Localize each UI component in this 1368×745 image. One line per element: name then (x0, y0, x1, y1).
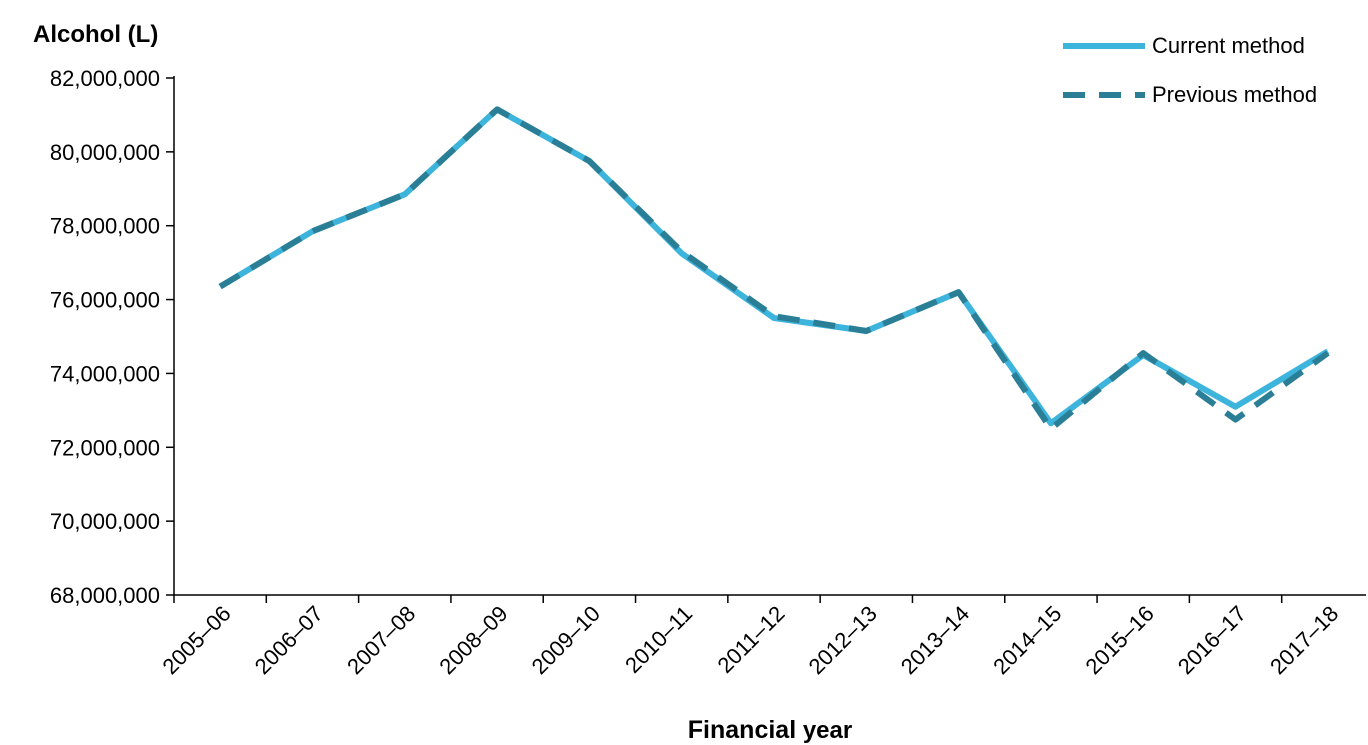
x-axis-title: Financial year (688, 716, 852, 744)
y-tick-label: 74,000,000 (50, 361, 160, 386)
y-tick-label: 80,000,000 (50, 140, 160, 165)
y-tick-label: 82,000,000 (50, 66, 160, 91)
y-tick-label: 68,000,000 (50, 583, 160, 608)
series-line-previous-method (218, 106, 1330, 432)
y-tick-label: 70,000,000 (50, 509, 160, 534)
x-axis-title-bold: Financial (688, 716, 796, 744)
x-tick-label: 2005–06 (157, 601, 235, 679)
x-tick-label: 2010–11 (620, 601, 697, 678)
legend-label-previous-method: Previous method (1152, 82, 1317, 107)
x-tick-label: 2008–09 (434, 601, 512, 679)
legend: Current method Previous method (1063, 33, 1317, 107)
x-axis-title-rest: year (796, 717, 852, 744)
y-axis: 68,000,000 70,000,000 72,000,000 74,000,000… (50, 66, 175, 608)
y-axis-title: Alcohol (L) (33, 21, 158, 48)
x-tick-label: 2013–14 (896, 601, 974, 679)
x-tick-label: 2012–13 (804, 601, 882, 679)
y-tick-label: 76,000,000 (50, 288, 160, 313)
x-tick-label: 2007–08 (342, 601, 420, 679)
y-tick-label: 72,000,000 (50, 435, 160, 460)
x-axis: 2005–06 2006–07 2007–08 2008–09 2009–10 2010–… (157, 594, 1366, 679)
x-tick-label: 2011–12 (712, 601, 789, 678)
x-tick-label: 2016–17 (1173, 601, 1251, 679)
x-tick-label: 2017–18 (1265, 601, 1343, 679)
series-layer (218, 106, 1330, 432)
x-tick-label: 2009–10 (527, 601, 605, 679)
x-tick-label: 2006–07 (250, 601, 328, 679)
y-tick-label: 78,000,000 (50, 214, 160, 239)
series-line-current-method (218, 106, 1330, 427)
x-tick-label: 2015–16 (1081, 601, 1159, 679)
legend-label-current-method: Current method (1152, 33, 1305, 58)
x-tick-label: 2014–15 (988, 601, 1066, 679)
